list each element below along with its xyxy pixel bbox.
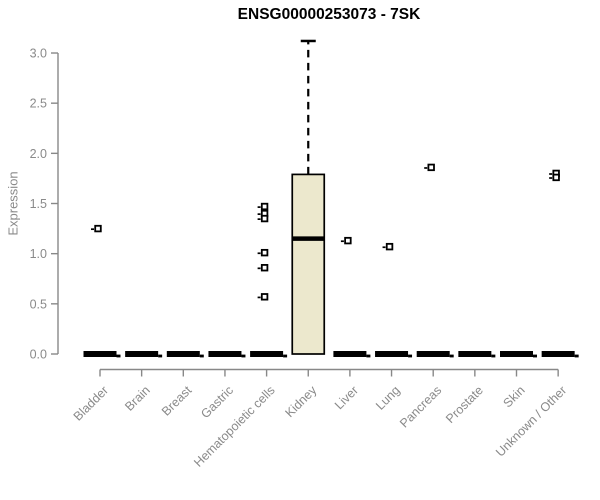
zero-box-whisker-nub [449,354,454,358]
x-tick-label: Hematopoietic cells [191,383,278,470]
outlier-point [344,236,352,245]
zero-box [83,351,117,357]
outlier-point [260,202,269,211]
outlier-point [260,264,269,272]
zero-box-whisker-nub [199,354,204,358]
box [291,173,326,355]
x-tick-label: Liver [332,383,361,412]
y-tick-label: 0.0 [30,348,47,362]
zero-box-whisker-nub [158,354,163,358]
y-tick-label: 0.5 [30,297,47,311]
x-tick-label: Gastric [198,383,236,421]
x-tick-label: Bladder [71,383,111,423]
zero-box [541,351,575,357]
outlier-point [260,248,269,257]
zero-box [416,351,450,357]
zero-box [250,351,284,357]
x-tick-label: Skin [501,383,528,410]
zero-box-whisker-nub [491,354,496,358]
outlier-point [94,224,102,233]
zero-box-whisker-nub [533,354,537,358]
y-tick-label: 3.0 [30,47,47,61]
zero-box-whisker-nub [366,354,371,358]
zero-box-whisker-nub [574,354,579,358]
y-tick-label: 2.0 [30,147,47,161]
chart-title: ENSG00000253073 - 7SK [237,6,421,23]
x-tick-label: Unknown / Other [493,383,569,459]
x-tick-label: Lung [373,383,403,413]
x-tick-label: Brain [122,383,153,414]
zero-box-whisker-nub [116,354,121,358]
y-tick-label: 2.5 [30,97,47,111]
outlier-point [427,163,435,172]
zero-box [208,351,242,357]
x-tick-label: Prostate [443,383,486,426]
zero-box [375,351,409,357]
zero-box-whisker-nub [241,354,246,358]
y-tick-label: 1.0 [30,247,47,261]
zero-box [333,351,367,357]
zero-box [125,351,159,357]
x-tick-label: Pancreas [397,383,444,430]
zero-box-whisker-nub [408,354,413,358]
zero-box-whisker-nub [283,354,288,358]
outlier-point [260,293,269,301]
zero-box [458,351,492,357]
zero-box [166,351,200,357]
outlier-point [385,242,394,251]
zero-box [500,351,533,357]
x-tick-label: Kidney [282,383,319,420]
x-tick-label: Breast [159,383,195,419]
y-tick-label: 1.5 [30,197,47,211]
outlier-point [552,173,560,182]
outlier-point [260,214,269,223]
